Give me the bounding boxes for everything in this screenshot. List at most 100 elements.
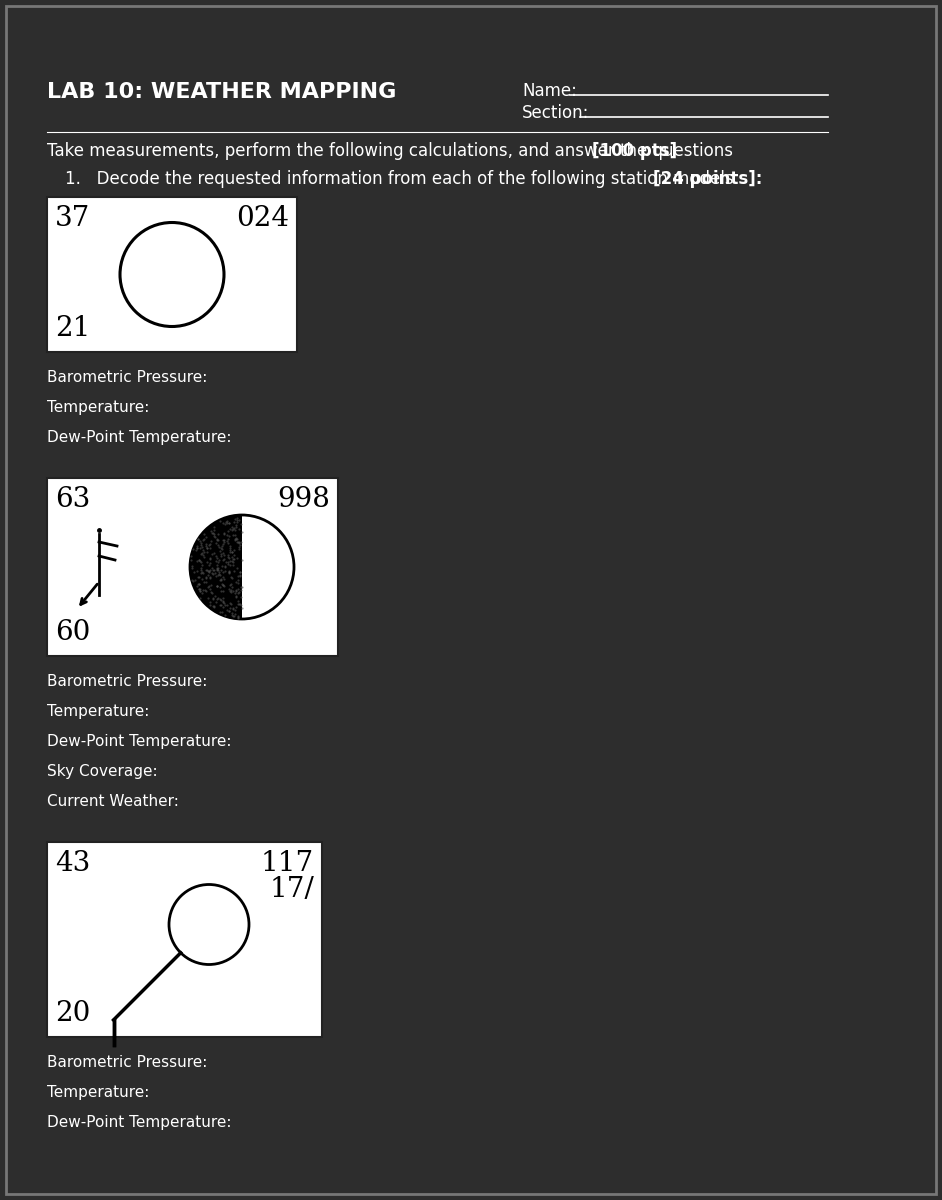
Point [222,526,237,545]
Point [210,560,225,580]
Point [202,560,217,580]
Point [207,517,222,536]
Point [212,511,227,530]
Point [215,568,230,587]
Point [216,582,231,601]
Point [219,514,235,533]
Point [194,533,209,552]
Point [218,562,233,581]
Point [210,577,225,596]
Point [184,558,199,577]
Point [205,589,220,608]
Point [224,569,239,588]
Point [232,595,247,614]
Point [230,592,245,611]
Point [216,589,231,608]
Point [199,539,214,558]
Point [226,562,241,581]
Point [215,544,230,563]
Point [222,540,237,559]
Point [222,538,237,557]
Point [203,568,218,587]
Point [203,569,218,588]
Point [202,577,217,596]
Point [235,522,250,541]
Point [215,534,230,553]
Point [198,536,213,556]
Point [233,565,248,584]
Point [203,593,218,612]
Point [234,532,249,551]
Point [194,544,209,563]
Point [215,593,230,612]
Point [213,577,228,596]
Text: 1.   Decode the requested information from each of the following station models: 1. Decode the requested information from… [65,170,739,188]
Point [232,535,247,554]
Point [229,528,244,547]
Point [217,550,232,569]
Point [214,560,229,580]
Point [232,520,247,539]
Point [233,566,248,586]
Point [190,568,205,587]
Point [217,533,232,552]
Point [194,583,209,602]
Point [226,550,241,569]
Point [228,529,243,548]
Point [202,560,217,580]
Point [230,566,245,586]
Point [192,532,207,551]
Text: 37: 37 [55,205,90,232]
Point [209,576,224,595]
Point [221,514,236,533]
Point [231,538,246,557]
Point [209,554,224,574]
Point [216,563,231,582]
Point [219,532,235,551]
Point [216,594,231,613]
Point [206,520,221,539]
Point [226,581,241,600]
Point [191,551,206,570]
Point [224,602,239,622]
Point [205,564,220,583]
Point [228,529,243,548]
Point [203,578,218,598]
Text: Temperature:: Temperature: [47,704,150,719]
Point [219,512,235,532]
Point [228,517,243,536]
Point [231,574,246,593]
Point [197,529,212,548]
Point [218,556,233,575]
Point [228,509,243,528]
Point [193,560,208,580]
Point [212,550,227,569]
Point [225,599,240,618]
Point [211,538,226,557]
Point [204,545,219,564]
Point [204,583,219,602]
Point [185,570,200,589]
Point [230,533,245,552]
Point [228,587,243,606]
Point [204,564,219,583]
Text: 20: 20 [55,1000,90,1027]
Point [228,515,243,534]
Text: 17/: 17/ [269,876,314,902]
Point [233,580,248,599]
Point [203,548,218,568]
Point [202,563,217,582]
Point [228,520,243,539]
Point [229,581,244,600]
Point [226,518,241,538]
Point [183,551,198,570]
Point [195,538,210,557]
Point [222,551,237,570]
Point [194,535,209,554]
Point [209,558,224,577]
Point [197,580,212,599]
Point [230,571,245,590]
Point [235,577,250,596]
Point [218,606,233,625]
Point [225,551,240,570]
